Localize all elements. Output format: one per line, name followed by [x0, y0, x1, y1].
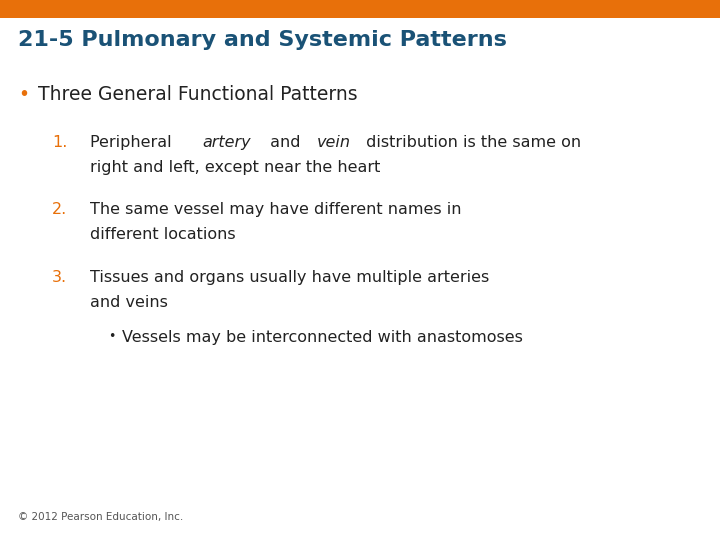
Text: Tissues and organs usually have multiple arteries: Tissues and organs usually have multiple…	[90, 270, 490, 285]
Text: •: •	[18, 85, 29, 104]
Text: •: •	[108, 330, 115, 343]
Text: distribution is the same on: distribution is the same on	[361, 135, 581, 150]
Text: The same vessel may have different names in: The same vessel may have different names…	[90, 202, 462, 217]
Bar	[0, 0, 720, 18]
Text: © 2012 Pearson Education, Inc.: © 2012 Pearson Education, Inc.	[18, 512, 184, 522]
Text: Peripheral: Peripheral	[90, 135, 176, 150]
Text: artery: artery	[202, 135, 251, 150]
Text: vein: vein	[317, 135, 351, 150]
Text: and veins: and veins	[90, 295, 168, 310]
Text: 2.: 2.	[52, 202, 67, 217]
Text: Three General Functional Patterns: Three General Functional Patterns	[38, 85, 358, 104]
Text: 1.: 1.	[52, 135, 68, 150]
Text: 3.: 3.	[52, 270, 67, 285]
Text: Vessels may be interconnected with anastomoses: Vessels may be interconnected with anast…	[122, 330, 523, 345]
Text: and: and	[265, 135, 305, 150]
Text: right and left, except near the heart: right and left, except near the heart	[90, 160, 380, 175]
Text: different locations: different locations	[90, 227, 235, 242]
Text: 21-5 Pulmonary and Systemic Patterns: 21-5 Pulmonary and Systemic Patterns	[18, 30, 507, 50]
